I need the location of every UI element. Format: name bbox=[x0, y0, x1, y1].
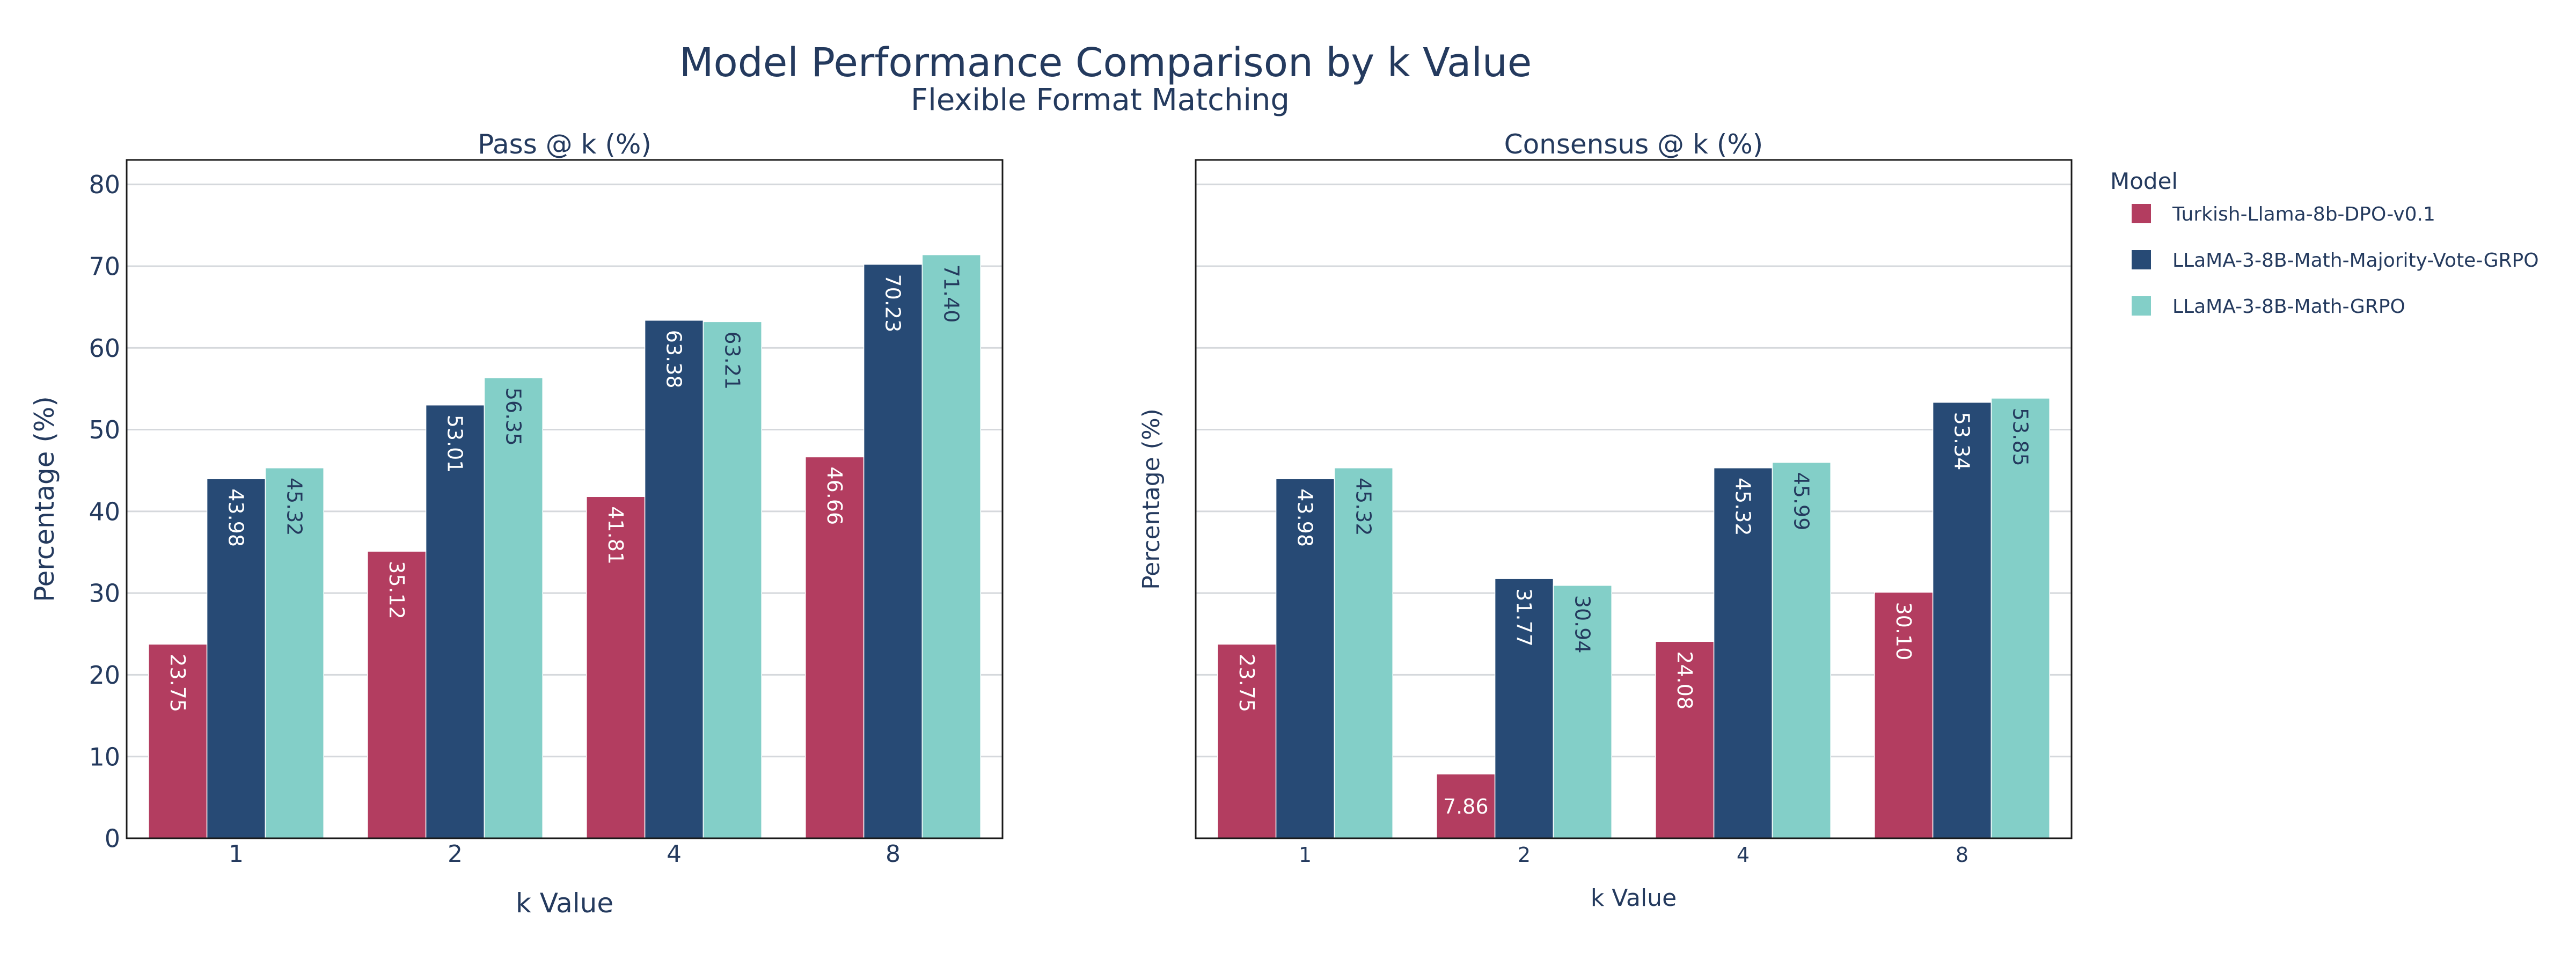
bar-data-label: 43.98 bbox=[224, 488, 248, 547]
bar-data-label: 41.81 bbox=[604, 506, 627, 565]
legend: Model Turkish-Llama-8b-DPO-v0.1 LLaMA-3-8… bbox=[2110, 168, 2539, 318]
bar bbox=[1990, 398, 2050, 839]
y-tick-label: 30 bbox=[89, 579, 120, 608]
y-tick-label: 50 bbox=[89, 415, 120, 444]
bar bbox=[863, 264, 923, 839]
y-tick-label: 20 bbox=[89, 661, 120, 690]
bar bbox=[484, 377, 543, 839]
bar bbox=[148, 643, 208, 839]
bar-data-label: 30.94 bbox=[1571, 595, 1594, 654]
legend-item[interactable]: LLaMA-3-8B-Math-Majority-Vote-GRPO bbox=[2132, 250, 2539, 272]
plots: 0 10 20 30 40 50 60 70 80 23.75 43.98 45.32 1 35.12 53… bbox=[29, 129, 2073, 919]
bar bbox=[1932, 401, 1992, 839]
bar bbox=[206, 478, 266, 839]
bar bbox=[1713, 467, 1773, 839]
bar bbox=[1275, 478, 1335, 839]
subplot-title: Pass @ k (%) bbox=[478, 129, 652, 160]
y-tick-label: 0 bbox=[105, 824, 120, 853]
bar-data-label: 45.32 bbox=[283, 478, 306, 536]
bar bbox=[1553, 585, 1612, 839]
legend-swatch bbox=[2132, 296, 2151, 316]
bar-data-label: 45.99 bbox=[1790, 472, 1813, 531]
plot-frame bbox=[126, 159, 1004, 839]
bar-data-label: 53.34 bbox=[1950, 412, 1974, 471]
y-tick-label: 70 bbox=[89, 252, 120, 281]
y-tick-label: 10 bbox=[89, 742, 120, 771]
x-tick-label: 4 bbox=[667, 840, 682, 868]
bar bbox=[1334, 467, 1393, 839]
legend-items: Turkish-Llama-8b-DPO-v0.1 LLaMA-3-8B-Math… bbox=[2132, 203, 2539, 318]
y-tick-label: 80 bbox=[89, 170, 120, 199]
y-axis-title: Percentage (%) bbox=[29, 396, 60, 602]
legend-swatch bbox=[2132, 204, 2151, 223]
bar bbox=[586, 496, 646, 839]
y-axis-title: Percentage (%) bbox=[1138, 408, 1165, 590]
bar-data-label: 70.23 bbox=[881, 274, 905, 332]
y-tick-label: 60 bbox=[89, 334, 120, 363]
bar-data-label: 24.08 bbox=[1673, 651, 1696, 709]
x-tick-label: 2 bbox=[1518, 843, 1531, 867]
x-tick-label: 1 bbox=[1299, 843, 1312, 867]
bar-data-label: 53.01 bbox=[443, 415, 467, 473]
bar-data-label: 7.86 bbox=[1443, 795, 1489, 818]
plot-1: 0 10 20 30 40 50 60 70 80 23.75 43.98 45.32 1 35.12 53… bbox=[29, 129, 1004, 919]
bar-data-label: 35.12 bbox=[385, 561, 408, 619]
x-axis-title: k Value bbox=[516, 888, 613, 919]
x-axis-title: k Value bbox=[1591, 884, 1677, 912]
legend-label: Turkish-Llama-8b-DPO-v0.1 bbox=[2172, 203, 2435, 225]
bar bbox=[1217, 643, 1277, 839]
bar-data-label: 31.77 bbox=[1512, 588, 1536, 647]
bar bbox=[644, 320, 704, 839]
legend-label: LLaMA-3-8B-Math-GRPO bbox=[2172, 296, 2405, 318]
bar-data-label: 63.21 bbox=[721, 331, 744, 390]
bar bbox=[1874, 591, 1934, 839]
legend-label: LLaMA-3-8B-Math-Majority-Vote-GRPO bbox=[2172, 250, 2539, 272]
x-tick-label: 8 bbox=[1956, 843, 1968, 867]
bar bbox=[1772, 462, 1831, 839]
bar-data-label: 46.66 bbox=[823, 466, 846, 525]
subplot-title: Consensus @ k (%) bbox=[1504, 129, 1763, 160]
x-tick-label: 1 bbox=[229, 840, 244, 868]
legend-item[interactable]: Turkish-Llama-8b-DPO-v0.1 bbox=[2132, 203, 2435, 225]
x-tick-label: 8 bbox=[885, 840, 901, 868]
x-tick-label: 4 bbox=[1737, 843, 1750, 867]
bar-data-label: 30.10 bbox=[1892, 602, 1915, 661]
chart-subtitle: Flexible Format Matching bbox=[911, 83, 1290, 118]
bar bbox=[1494, 578, 1554, 839]
bar-data-label: 56.35 bbox=[502, 387, 525, 446]
legend-item[interactable]: LLaMA-3-8B-Math-GRPO bbox=[2132, 296, 2405, 318]
plot-frame bbox=[1195, 159, 2073, 839]
bar-data-label: 23.75 bbox=[166, 654, 189, 712]
bar-data-label: 43.98 bbox=[1293, 488, 1317, 547]
plot-2: 23.75 43.98 45.32 1 7.86 31.77 30.94 2 24.08 45.3… bbox=[1138, 129, 2073, 912]
bar-data-label: 45.32 bbox=[1731, 478, 1755, 536]
legend-title: Model bbox=[2110, 168, 2178, 194]
bar-data-label: 23.75 bbox=[1235, 654, 1258, 712]
legend-swatch bbox=[2132, 250, 2151, 269]
bar-data-label: 71.40 bbox=[940, 265, 963, 323]
chart-title: Model Performance Comparison by k Value bbox=[679, 40, 1532, 86]
bar bbox=[265, 467, 324, 839]
bar bbox=[921, 254, 981, 839]
bar-data-label: 53.85 bbox=[2009, 408, 2032, 466]
y-tick-label: 40 bbox=[89, 497, 120, 526]
bar-data-label: 45.32 bbox=[1352, 478, 1375, 536]
bar-data-label: 63.38 bbox=[662, 330, 686, 389]
bar bbox=[702, 321, 762, 839]
bar bbox=[805, 456, 865, 839]
bar bbox=[1655, 641, 1715, 839]
x-tick-label: 2 bbox=[448, 840, 463, 868]
